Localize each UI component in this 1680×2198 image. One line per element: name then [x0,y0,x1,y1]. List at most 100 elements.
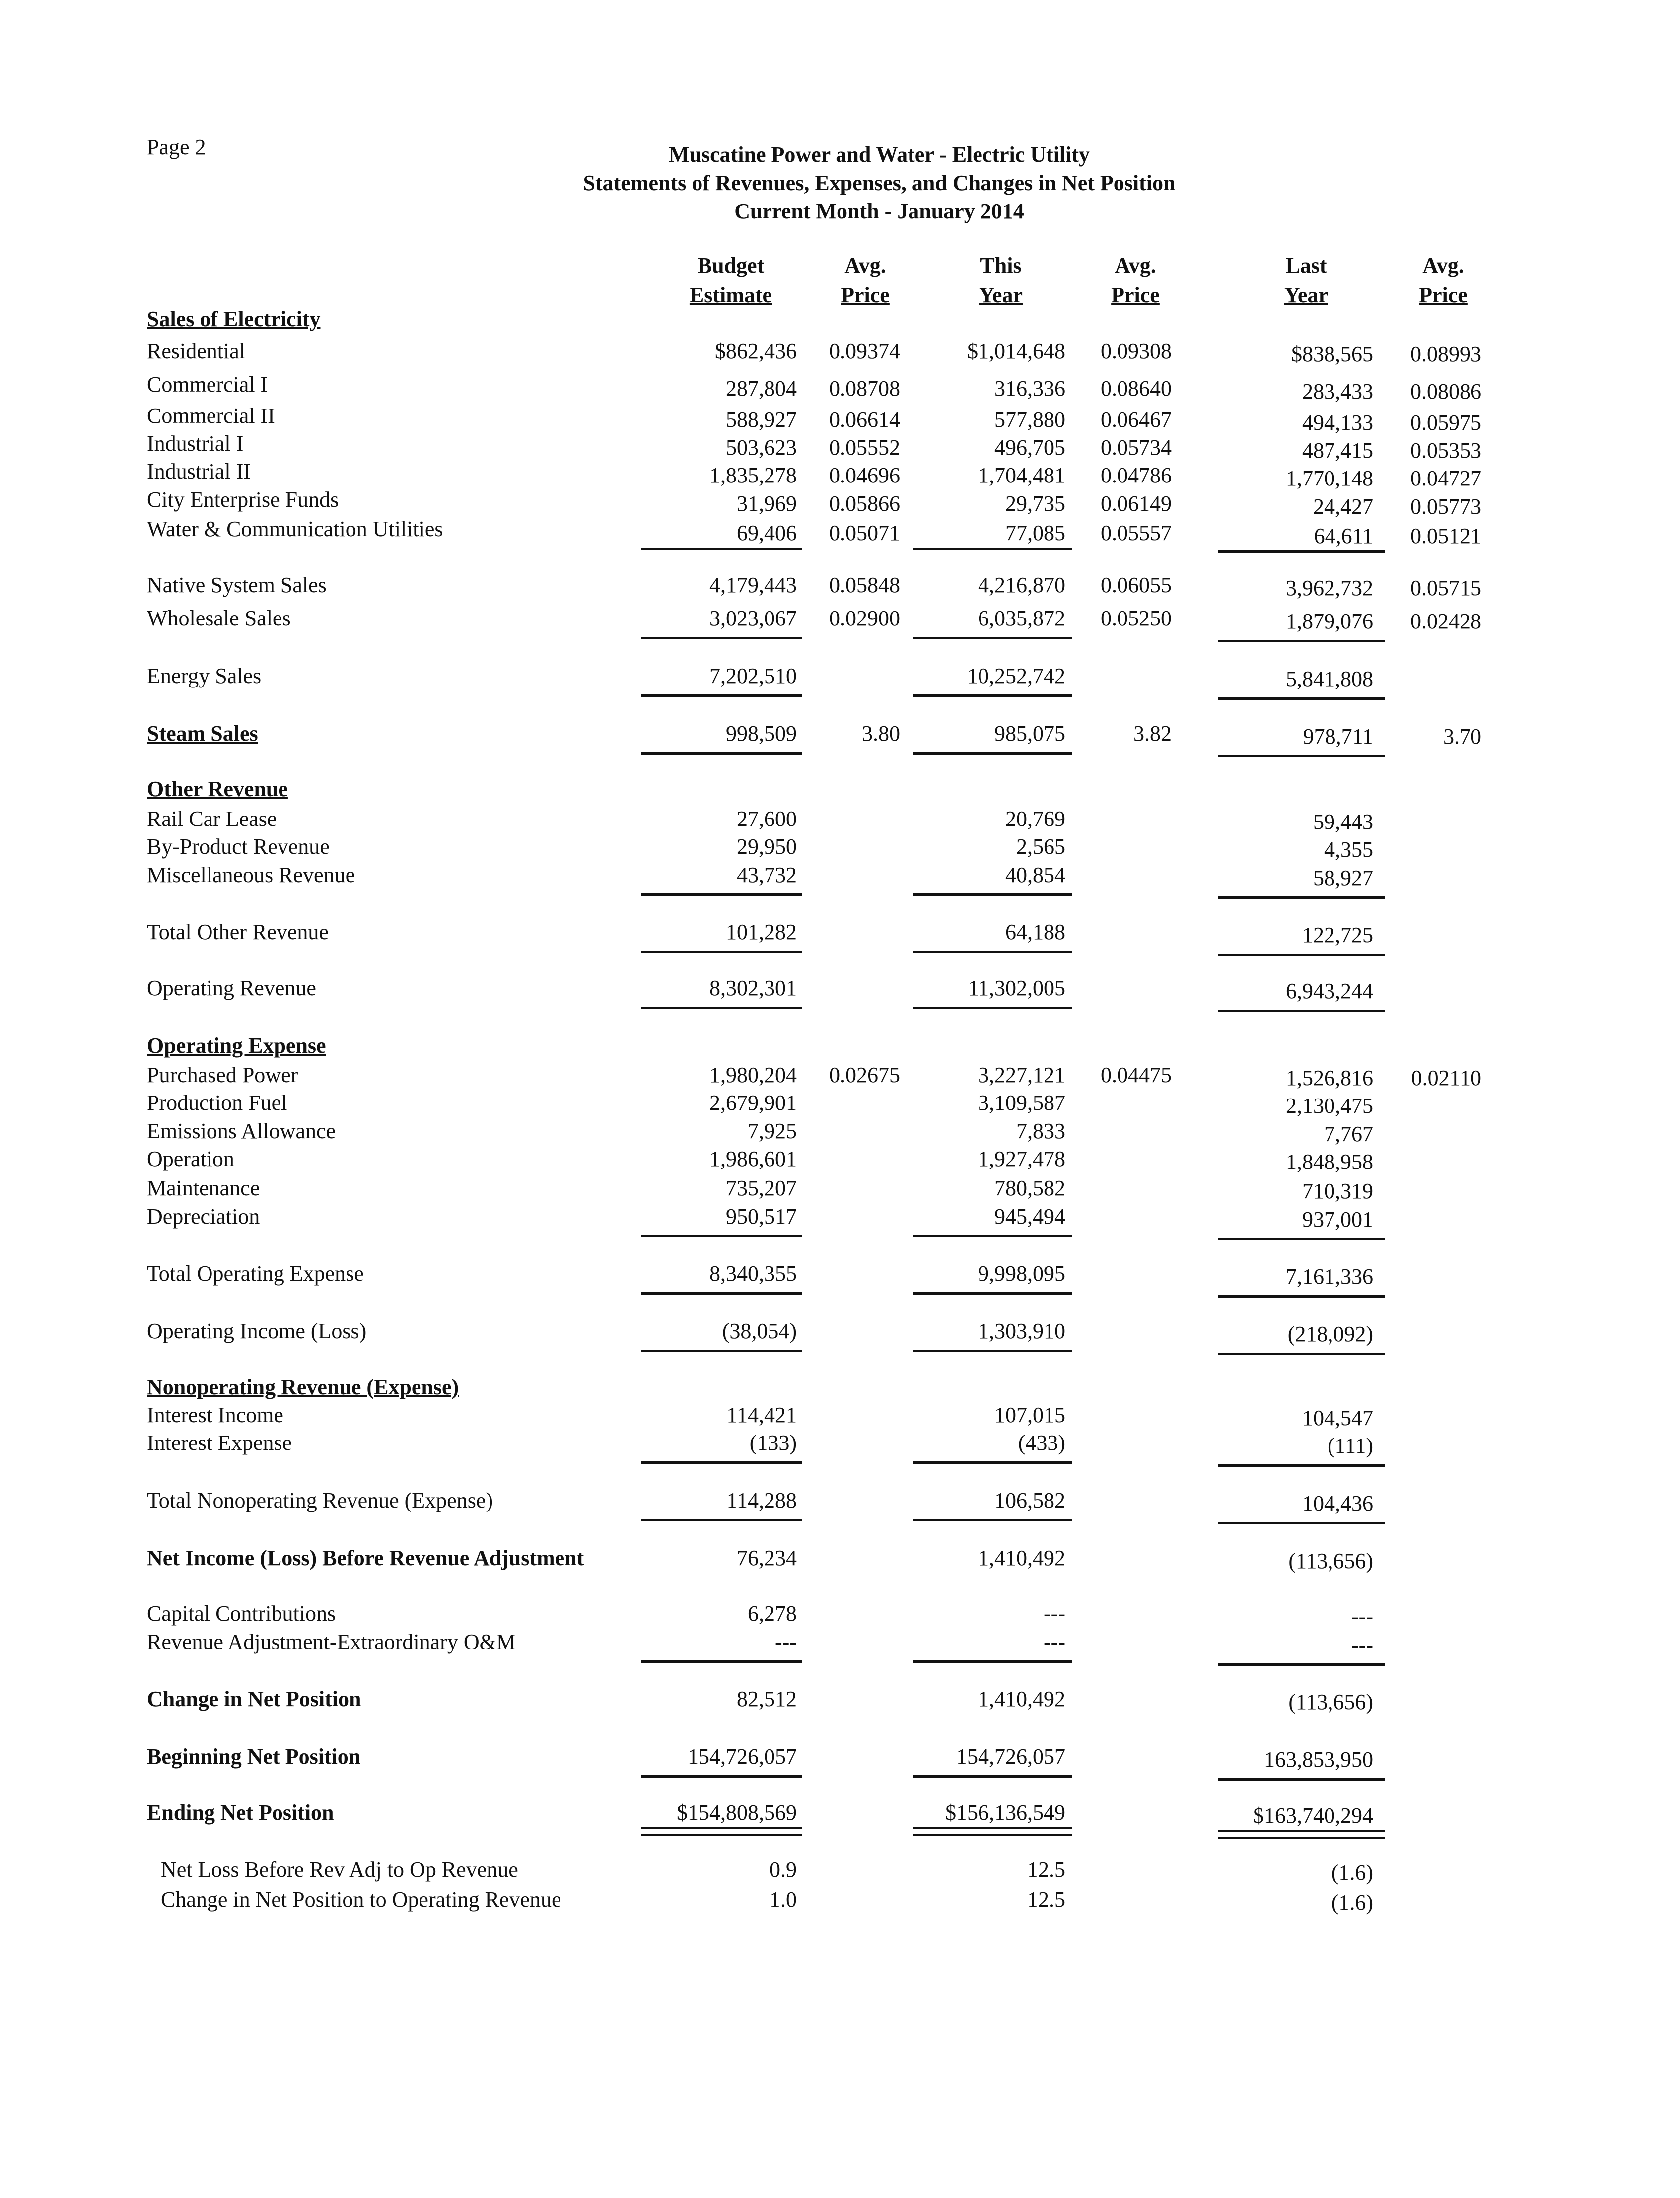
amount-cell: 3,962,732 [1286,576,1373,600]
underline-rule [1218,1464,1385,1467]
row-label: Net Loss Before Rev Adj to Op Revenue [161,1857,518,1882]
amount-cell: 2,565 [1016,834,1065,859]
column-header-4-top: Last [1285,253,1327,277]
underline-rule [1218,1295,1385,1298]
underline-rule [913,1235,1072,1237]
amount-cell: 710,319 [1302,1179,1373,1203]
avg-price-cell: 0.08086 [1410,379,1481,404]
amount-cell: 154,726,057 [688,1744,797,1769]
row-label: Industrial II [147,459,251,483]
double-underline-rule [1218,1830,1385,1832]
amount-cell: 1,927,478 [978,1147,1065,1171]
amount-cell: 7,833 [1016,1119,1065,1143]
underline-rule [1218,954,1385,956]
column-header-5-bottom: Price [1419,283,1468,307]
amount-cell: 1,770,148 [1286,466,1373,490]
avg-price-cell: 0.08708 [829,376,900,401]
underline-rule [913,1775,1072,1778]
amount-cell: 40,854 [1005,863,1065,887]
amount-cell: 9,998,095 [978,1261,1065,1286]
avg-price-cell: 0.02428 [1410,609,1481,633]
amount-cell: 494,133 [1302,411,1373,435]
column-header-2-top: This [980,253,1022,277]
underline-rule [913,1660,1072,1663]
row-label: Ending Net Position [147,1800,334,1825]
amount-cell: 577,880 [994,408,1065,432]
avg-price-cell: 0.08993 [1410,342,1481,366]
amount-cell: 20,769 [1005,807,1065,831]
underline-rule [913,637,1072,639]
amount-cell: $862,436 [715,339,797,363]
amount-cell: 58,927 [1313,866,1373,890]
row-label: Interest Income [147,1403,283,1427]
amount-cell: 64,188 [1005,920,1065,944]
amount-cell: 8,302,301 [709,976,797,1000]
underline-rule [1218,1353,1385,1355]
underline-rule [641,1350,802,1352]
amount-cell: 588,927 [726,408,797,432]
double-underline-rule [1218,1837,1385,1839]
amount-cell: 114,421 [726,1403,797,1427]
amount-cell: 287,804 [726,376,797,401]
amount-cell: $154,808,569 [677,1800,797,1825]
underline-rule [641,1007,802,1009]
row-label: Emissions Allowance [147,1119,336,1143]
amount-cell: 154,726,057 [956,1744,1065,1769]
row-label: Maintenance [147,1176,260,1200]
underline-rule [913,893,1072,896]
title-line-2: Statements of Revenues, Expenses, and Ch… [583,171,1176,195]
amount-cell: 503,623 [726,435,797,460]
amount-cell: (133) [749,1431,797,1455]
row-label: Beginning Net Position [147,1744,361,1769]
amount-cell: 735,207 [726,1176,797,1200]
row-label: Depreciation [147,1204,260,1229]
underline-rule [913,1007,1072,1009]
row-label: Native System Sales [147,573,327,597]
row-label: Industrial I [147,431,244,456]
double-underline-rule [913,1827,1072,1829]
title-line-1: Muscatine Power and Water - Electric Uti… [668,142,1090,167]
amount-cell: 82,512 [737,1687,797,1711]
avg-price-cell: 0.05773 [1410,494,1481,519]
section-heading: Nonoperating Revenue (Expense) [147,1375,459,1399]
amount-cell: 0.9 [770,1857,797,1882]
amount-cell: $838,565 [1291,342,1373,366]
underline-rule [641,1235,802,1237]
column-header-3-top: Avg. [1115,253,1156,277]
amount-cell: 122,725 [1302,923,1373,947]
avg-price-cell: 0.06467 [1101,408,1172,432]
underline-rule [1218,550,1385,553]
avg-price-cell: 0.05552 [829,435,900,460]
amount-cell: 487,415 [1302,438,1373,463]
column-header-0-bottom: Estimate [689,283,772,307]
amount-cell: 12.5 [1027,1857,1065,1882]
avg-price-cell: 0.04727 [1410,466,1481,490]
amount-cell: 29,950 [737,834,797,859]
amount-cell: 283,433 [1302,379,1373,404]
underline-rule [641,1775,802,1778]
avg-price-cell: 0.05071 [829,521,900,545]
row-label: Change in Net Position to Operating Reve… [161,1887,561,1912]
avg-price-cell: 0.05557 [1101,521,1172,545]
row-label: Production Fuel [147,1091,287,1115]
row-label: Wholesale Sales [147,606,291,630]
underline-rule [913,1350,1072,1352]
underline-rule [1218,755,1385,757]
row-label: Interest Expense [147,1431,292,1455]
amount-cell: --- [1351,1604,1373,1629]
avg-price-cell: 0.02110 [1411,1066,1481,1090]
amount-cell: --- [1044,1630,1065,1654]
amount-cell: 29,735 [1005,491,1065,516]
amount-cell: 998,509 [726,721,797,746]
amount-cell: 3,227,121 [978,1063,1065,1087]
avg-price-cell: 0.02675 [829,1063,900,1087]
amount-cell: (111) [1327,1434,1373,1458]
avg-price-cell: 3.80 [862,721,900,746]
amount-cell: 1,879,076 [1286,609,1373,633]
section-heading: Steam Sales [147,721,258,746]
row-label: Total Nonoperating Revenue (Expense) [147,1488,493,1512]
section-heading: Sales of Electricity [147,307,321,331]
avg-price-cell: 3.70 [1443,724,1481,749]
amount-cell: 7,925 [748,1119,797,1143]
amount-cell: 69,406 [737,521,797,545]
